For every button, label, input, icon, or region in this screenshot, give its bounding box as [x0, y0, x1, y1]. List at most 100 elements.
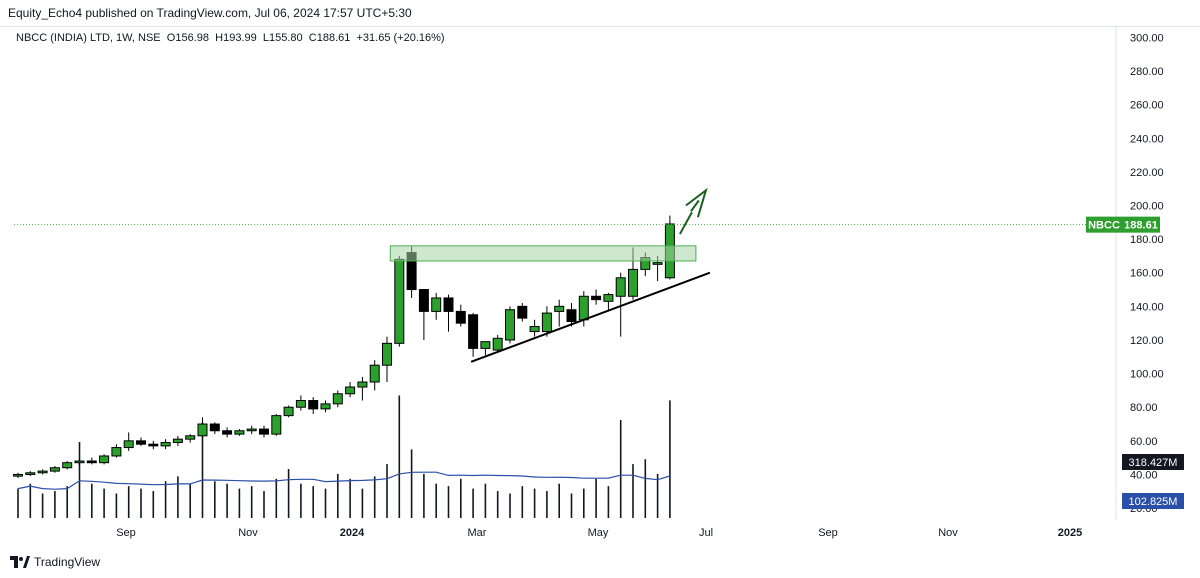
- x-tick-label: Nov: [238, 527, 258, 539]
- candle-body: [480, 341, 491, 349]
- y-tick-label: 240.00: [1130, 133, 1164, 145]
- drawings-layer: [14, 187, 1116, 363]
- volume-ma-badge-bg: [1122, 493, 1184, 509]
- y-tick-label: 160.00: [1130, 268, 1164, 280]
- volume-ma-layer: [17, 471, 671, 490]
- candle-body: [492, 337, 503, 351]
- tradingview-brand[interactable]: TradingView: [10, 555, 100, 569]
- y-tick-label: 180.00: [1130, 234, 1164, 246]
- candle-body: [37, 470, 48, 474]
- y-tick-label: 100.00: [1130, 369, 1164, 381]
- candle-body: [443, 297, 454, 312]
- y-tick-label: 300.00: [1130, 32, 1164, 44]
- close-label: C: [308, 32, 317, 44]
- candle-body: [603, 294, 614, 302]
- candle-body: [13, 473, 23, 477]
- open-value: 156.98: [175, 32, 209, 44]
- candle-body: [99, 455, 110, 464]
- candle-body: [222, 430, 233, 435]
- support-trendline: [470, 271, 711, 363]
- candle-body: [652, 262, 663, 265]
- x-tick-label: Mar: [468, 527, 487, 539]
- candle-body: [74, 460, 85, 464]
- candle-body: [295, 399, 306, 408]
- y-tick-label: 140.00: [1130, 301, 1164, 313]
- low-value: 155.80: [268, 32, 303, 44]
- breakout-arrow-shaft: [690, 199, 700, 212]
- candle-body: [345, 386, 356, 395]
- x-tick-label: Jul: [699, 527, 713, 539]
- low-label: L: [262, 32, 269, 44]
- candle-body: [455, 310, 466, 324]
- y-tick-label: 200.00: [1130, 201, 1164, 213]
- symbol-badge-bg: [1086, 216, 1122, 233]
- y-tick-label: 80.00: [1130, 402, 1158, 414]
- price-badge: 188.61: [1124, 220, 1158, 232]
- candle-body: [566, 309, 577, 322]
- y-tick-label: 120.00: [1130, 335, 1164, 347]
- open-label: O: [166, 32, 176, 44]
- volume-badge-bg: [1122, 454, 1184, 470]
- x-tick-label: May: [588, 527, 609, 539]
- candle-body: [468, 314, 479, 349]
- candle-body: [62, 462, 73, 469]
- candle-body: [320, 403, 331, 410]
- resistance-zone: [389, 245, 697, 262]
- candle-body: [185, 435, 196, 440]
- price-badge-bg: [1122, 216, 1160, 233]
- close-value: 188.61: [316, 32, 351, 44]
- symbol-badge: NBCC: [1088, 220, 1120, 232]
- candle-body: [148, 443, 159, 447]
- brand-text: TradingView: [34, 555, 101, 569]
- candle-body: [505, 309, 515, 341]
- tradingview-logo-icon: [10, 556, 30, 568]
- candle-body: [308, 399, 319, 410]
- candle-body: [431, 297, 442, 312]
- candle-body: [591, 295, 602, 301]
- candle-body: [271, 415, 282, 435]
- candle-body: [246, 428, 257, 432]
- candle-body: [160, 442, 171, 447]
- candle-body: [136, 440, 146, 445]
- candle-body: [49, 467, 60, 472]
- x-tick-label: 2025: [1058, 527, 1082, 539]
- candle-body: [111, 447, 122, 457]
- candle-body: [172, 438, 183, 444]
- candle-body: [234, 430, 245, 435]
- x-tick-label: Sep: [116, 527, 136, 539]
- change-value: +31.65 (+20.16%): [356, 32, 445, 44]
- candle-body: [541, 312, 552, 333]
- y-tick-label: 260.00: [1130, 100, 1164, 112]
- candle-body: [369, 364, 380, 383]
- candle-body: [628, 268, 638, 297]
- publish-header: Equity_Echo4 published on TradingView.co…: [0, 0, 1200, 27]
- symbol-line: NBCC (INDIA) LTD, 1W, NSE: [16, 32, 161, 44]
- candle-body: [283, 406, 294, 417]
- candle-body: [578, 295, 589, 321]
- candle-body: [382, 342, 392, 366]
- y-tick-label: 220.00: [1130, 167, 1164, 179]
- candle-body: [357, 381, 368, 388]
- candle-body: [418, 289, 429, 312]
- volume-layer: [17, 395, 671, 518]
- candle-body: [197, 423, 208, 437]
- x-tick-label: Nov: [938, 527, 958, 539]
- candle-body: [615, 277, 626, 297]
- volume-ma-badge: 102.825M: [1129, 496, 1178, 508]
- y-tick-label: 60.00: [1130, 436, 1158, 448]
- candle-body: [554, 305, 565, 312]
- high-value: 193.99: [223, 32, 257, 44]
- candle-body: [86, 460, 97, 464]
- x-tick-label: Sep: [818, 527, 838, 539]
- publish-line: Equity_Echo4 published on TradingView.co…: [8, 6, 412, 20]
- axis-layer: 300.00 280.00 260.00 240.00 220.00 200.00 180.…: [116, 32, 1163, 539]
- candle-body: [529, 326, 540, 333]
- badges-layer: NBCC 188.61 318.427M 102.825M: [1086, 216, 1184, 509]
- volume-ma-line: [17, 471, 671, 490]
- symbol-legend: NBCC (INDIA) LTD, 1W, NSE O156.98 H193.9…: [16, 32, 445, 44]
- breakout-arrow: [679, 211, 693, 235]
- candle-body: [209, 423, 220, 432]
- high-label: H: [215, 32, 224, 44]
